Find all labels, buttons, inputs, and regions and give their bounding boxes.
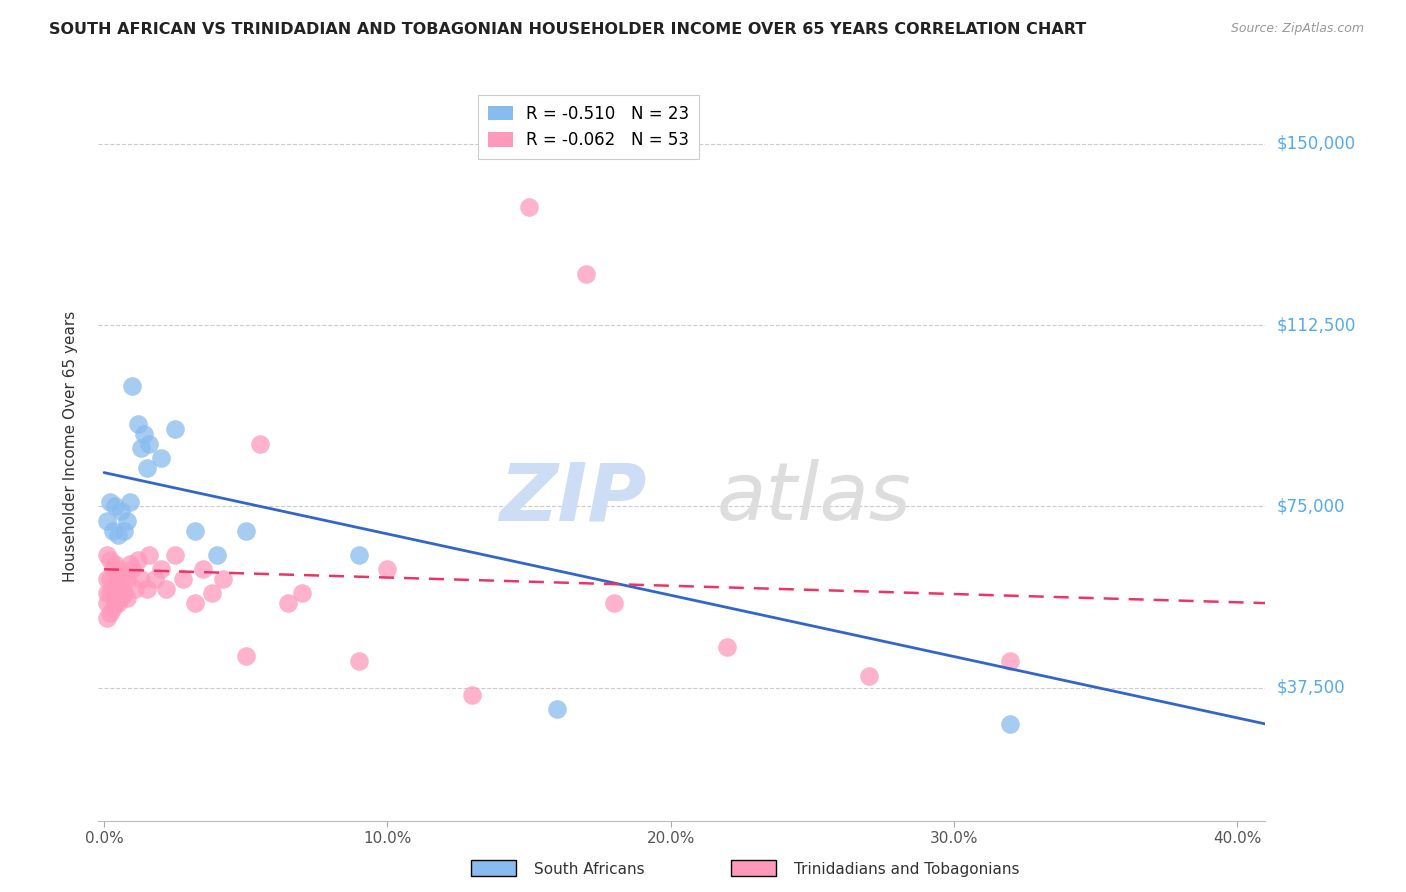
Point bbox=[98, 606, 121, 620]
Point bbox=[235, 649, 257, 664]
FancyBboxPatch shape bbox=[471, 860, 516, 876]
Point bbox=[143, 572, 166, 586]
Point bbox=[149, 451, 172, 466]
Point bbox=[115, 591, 138, 606]
Point bbox=[96, 586, 118, 600]
Y-axis label: Householder Income Over 65 years: Householder Income Over 65 years bbox=[63, 310, 77, 582]
Point bbox=[149, 562, 172, 576]
Point bbox=[98, 586, 121, 600]
FancyBboxPatch shape bbox=[731, 860, 776, 876]
Point bbox=[461, 688, 484, 702]
Point bbox=[96, 596, 118, 610]
Point bbox=[104, 558, 127, 572]
Point bbox=[207, 548, 229, 562]
Point bbox=[115, 514, 138, 528]
Point bbox=[112, 567, 135, 582]
Point bbox=[96, 610, 118, 624]
Text: South Africans: South Africans bbox=[534, 863, 645, 877]
Point bbox=[107, 582, 129, 596]
Point bbox=[121, 562, 143, 576]
Point bbox=[112, 524, 135, 538]
Point bbox=[716, 640, 738, 654]
Point bbox=[107, 528, 129, 542]
Point bbox=[110, 572, 132, 586]
Point bbox=[101, 562, 124, 576]
Text: Trinidadians and Tobagonians: Trinidadians and Tobagonians bbox=[794, 863, 1019, 877]
Point bbox=[193, 562, 215, 576]
Point bbox=[291, 586, 314, 600]
Point bbox=[235, 524, 257, 538]
Point bbox=[138, 548, 160, 562]
Legend: R = -0.510   N = 23, R = -0.062   N = 53: R = -0.510 N = 23, R = -0.062 N = 53 bbox=[478, 95, 699, 159]
Point bbox=[375, 562, 398, 576]
Point bbox=[107, 562, 129, 576]
Point bbox=[129, 572, 152, 586]
Text: $75,000: $75,000 bbox=[1277, 498, 1346, 516]
Point bbox=[98, 494, 121, 508]
Text: ZIP: ZIP bbox=[499, 459, 647, 538]
Point bbox=[132, 426, 155, 441]
Point bbox=[201, 586, 224, 600]
Text: SOUTH AFRICAN VS TRINIDADIAN AND TOBAGONIAN HOUSEHOLDER INCOME OVER 65 YEARS COR: SOUTH AFRICAN VS TRINIDADIAN AND TOBAGON… bbox=[49, 22, 1087, 37]
Point bbox=[115, 572, 138, 586]
Point bbox=[121, 378, 143, 392]
Point bbox=[575, 268, 598, 282]
Point bbox=[110, 504, 132, 518]
Point bbox=[249, 436, 271, 450]
Point bbox=[127, 417, 149, 432]
Point bbox=[163, 422, 186, 436]
Point bbox=[858, 668, 880, 682]
Point bbox=[127, 552, 149, 566]
Point bbox=[603, 596, 626, 610]
Point bbox=[96, 572, 118, 586]
Point bbox=[104, 576, 127, 591]
Text: $112,500: $112,500 bbox=[1277, 316, 1355, 334]
Point bbox=[107, 596, 129, 610]
Point bbox=[96, 514, 118, 528]
Point bbox=[104, 500, 127, 514]
Point bbox=[163, 548, 186, 562]
Point bbox=[118, 494, 141, 508]
Point bbox=[347, 654, 370, 668]
Point bbox=[124, 582, 146, 596]
Text: $37,500: $37,500 bbox=[1277, 679, 1346, 697]
Point bbox=[101, 524, 124, 538]
Point bbox=[212, 572, 235, 586]
Point bbox=[172, 572, 194, 586]
Point bbox=[129, 442, 152, 456]
Text: $150,000: $150,000 bbox=[1277, 135, 1355, 153]
Point bbox=[138, 436, 160, 450]
Point bbox=[517, 200, 540, 214]
Point bbox=[135, 582, 157, 596]
Point bbox=[183, 596, 205, 610]
Point bbox=[101, 582, 124, 596]
Point bbox=[101, 601, 124, 615]
Point bbox=[110, 591, 132, 606]
Point bbox=[347, 548, 370, 562]
Point bbox=[118, 558, 141, 572]
Text: atlas: atlas bbox=[717, 459, 911, 538]
Point bbox=[277, 596, 299, 610]
Point bbox=[1000, 654, 1022, 668]
Point bbox=[1000, 717, 1022, 731]
Point bbox=[112, 586, 135, 600]
Point bbox=[155, 582, 177, 596]
Point bbox=[183, 524, 205, 538]
Point bbox=[135, 460, 157, 475]
Point bbox=[104, 596, 127, 610]
Point bbox=[98, 552, 121, 566]
Point bbox=[96, 548, 118, 562]
Point bbox=[98, 572, 121, 586]
Point bbox=[546, 702, 568, 716]
Text: Source: ZipAtlas.com: Source: ZipAtlas.com bbox=[1230, 22, 1364, 36]
